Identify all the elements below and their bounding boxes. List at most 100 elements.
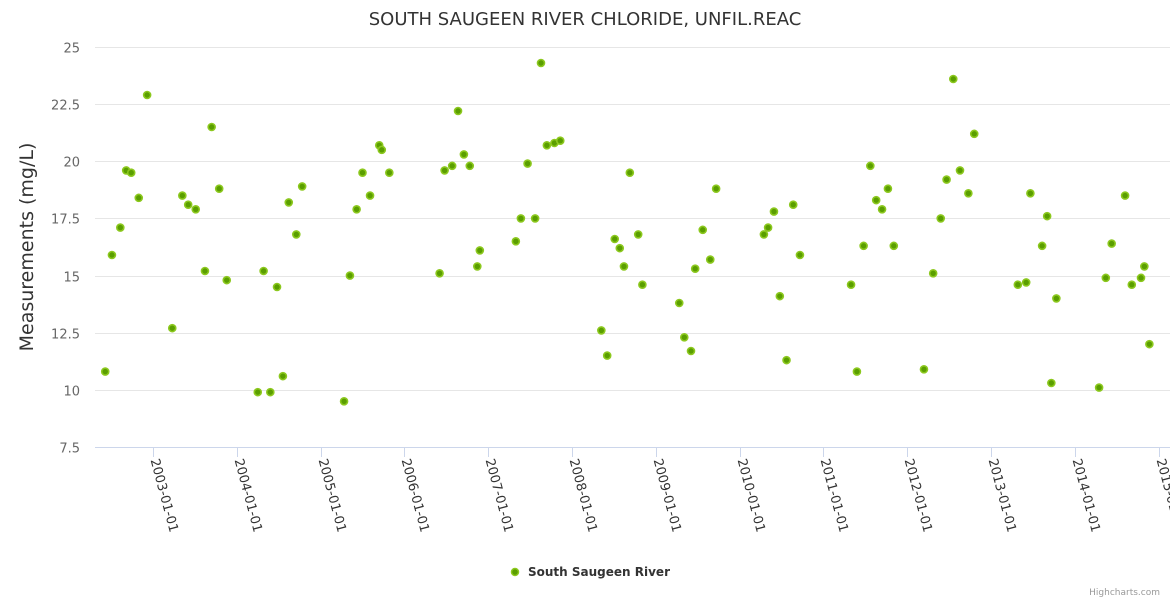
data-point[interactable] (602, 351, 612, 360)
data-point[interactable] (473, 262, 482, 271)
data-point[interactable] (1094, 383, 1104, 392)
data-point[interactable] (866, 161, 875, 171)
data-point[interactable] (969, 129, 979, 139)
data-point[interactable] (1021, 278, 1031, 287)
data-point[interactable] (530, 214, 540, 223)
data-point[interactable] (511, 236, 521, 246)
data-point[interactable] (116, 223, 125, 232)
data-point[interactable] (272, 282, 282, 292)
data-point[interactable] (183, 200, 193, 210)
data-point[interactable] (679, 332, 689, 342)
data-point[interactable] (759, 230, 769, 239)
data-point[interactable] (871, 195, 881, 205)
data-point[interactable] (1013, 280, 1023, 290)
data-point[interactable] (633, 230, 643, 239)
data-point[interactable] (465, 161, 475, 171)
data-point[interactable] (698, 225, 708, 235)
data-point[interactable] (291, 230, 301, 239)
data-point[interactable] (200, 266, 210, 276)
data-point[interactable] (1127, 280, 1137, 290)
data-point[interactable] (769, 207, 779, 216)
data-point[interactable] (889, 241, 899, 251)
data-point[interactable] (278, 371, 288, 381)
data-point[interactable] (365, 191, 375, 200)
data-point[interactable] (795, 250, 805, 260)
data-point[interactable] (788, 200, 798, 210)
data-point[interactable] (1120, 191, 1130, 200)
data-point[interactable] (142, 90, 152, 100)
data-point[interactable] (1145, 339, 1154, 349)
data-point[interactable] (615, 243, 625, 253)
data-point[interactable] (859, 241, 868, 251)
data-point[interactable] (686, 346, 696, 356)
data-point[interactable] (928, 268, 938, 278)
data-point[interactable] (385, 168, 394, 178)
data-point[interactable] (877, 204, 887, 214)
data-point[interactable] (1042, 211, 1052, 221)
data-point[interactable] (1026, 188, 1035, 198)
data-point[interactable] (1101, 273, 1111, 283)
data-point[interactable] (440, 166, 449, 175)
data-point[interactable] (214, 184, 224, 194)
data-point[interactable] (126, 168, 136, 178)
data-point[interactable] (107, 250, 117, 260)
data-point[interactable] (625, 168, 635, 178)
data-point[interactable] (100, 367, 110, 376)
data-point[interactable] (207, 122, 216, 132)
data-point[interactable] (167, 323, 177, 333)
data-point[interactable] (919, 364, 929, 374)
data-point[interactable] (253, 387, 263, 397)
data-point[interactable] (459, 150, 469, 159)
data-point[interactable] (619, 262, 629, 271)
data-point[interactable] (610, 234, 620, 244)
data-point[interactable] (948, 74, 958, 84)
data-point[interactable] (377, 145, 387, 155)
data-point[interactable] (705, 255, 715, 264)
data-point[interactable] (178, 191, 187, 200)
data-point[interactable] (1047, 378, 1056, 388)
legend-item[interactable]: South Saugeen River (510, 565, 671, 579)
data-point[interactable] (542, 140, 552, 150)
data-point[interactable] (523, 159, 532, 168)
data-point[interactable] (852, 367, 862, 376)
data-point[interactable] (883, 184, 893, 194)
data-point[interactable] (690, 264, 700, 274)
data-point[interactable] (638, 280, 647, 290)
data-point[interactable] (453, 106, 463, 116)
data-point[interactable] (345, 271, 355, 280)
data-point[interactable] (955, 166, 965, 175)
data-point[interactable] (711, 184, 721, 194)
data-point[interactable] (763, 223, 773, 232)
data-point[interactable] (191, 204, 201, 214)
data-point[interactable] (352, 204, 361, 214)
data-point[interactable] (1052, 294, 1061, 303)
x-tick-label: 2015-01-01 (1153, 457, 1170, 534)
data-point[interactable] (475, 246, 485, 255)
data-point[interactable] (339, 396, 349, 406)
data-point[interactable] (284, 198, 294, 207)
data-point[interactable] (942, 175, 951, 184)
data-point[interactable] (266, 387, 275, 397)
data-point[interactable] (516, 214, 526, 223)
data-point[interactable] (597, 326, 606, 335)
data-point[interactable] (674, 298, 684, 308)
data-point[interactable] (555, 136, 565, 146)
data-point[interactable] (1136, 273, 1146, 283)
data-point[interactable] (964, 188, 973, 198)
data-point[interactable] (1037, 241, 1047, 251)
data-point[interactable] (1140, 262, 1149, 271)
data-point[interactable] (435, 268, 444, 278)
data-point[interactable] (1107, 239, 1116, 248)
data-point[interactable] (846, 280, 856, 290)
data-point[interactable] (134, 193, 144, 203)
credits-link[interactable]: Highcharts.com (1089, 588, 1160, 598)
data-point[interactable] (775, 291, 785, 301)
data-point[interactable] (447, 161, 457, 171)
data-point[interactable] (297, 182, 307, 191)
data-point[interactable] (259, 266, 268, 276)
data-point[interactable] (782, 355, 791, 365)
data-point[interactable] (222, 275, 232, 285)
data-point[interactable] (936, 214, 946, 223)
data-point[interactable] (536, 58, 546, 68)
data-point[interactable] (358, 168, 367, 178)
